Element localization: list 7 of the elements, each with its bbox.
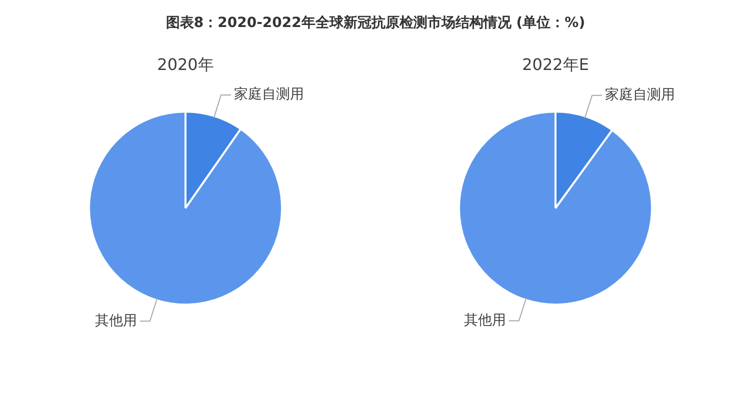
slice-label: 其他用 [94,312,137,329]
chart-subtitle: 2020年 [157,54,214,74]
text: 图表8：2020-2022年全球新冠抗原检测市场结构情况 (单位：%) [164,14,586,33]
chart-subtitle: 2022年E [522,54,589,74]
slice-label: 家庭自测用 [605,87,676,104]
slice-label: 家庭自测用 [234,86,304,103]
slice-label: 其他用 [464,312,506,328]
